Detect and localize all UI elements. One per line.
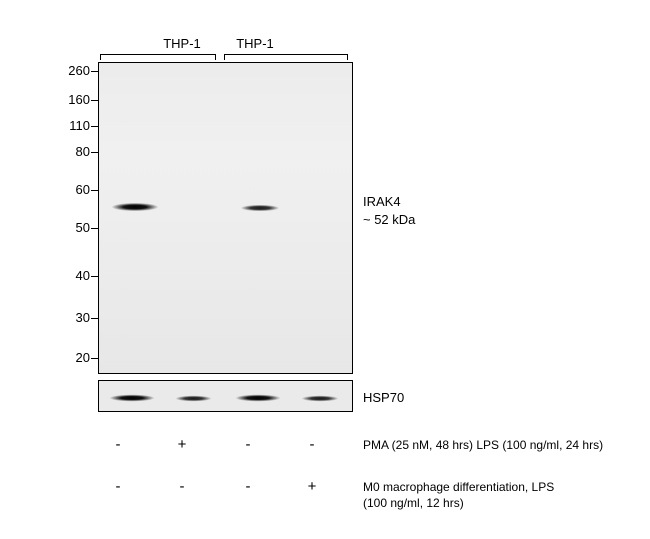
- sample-label-1: THP-1: [163, 36, 201, 51]
- mw-label-50: 50: [50, 220, 90, 235]
- main-blot-panel: [98, 62, 353, 374]
- mw-tick-260: [91, 71, 98, 72]
- loading-blot-panel: [98, 380, 353, 412]
- western-blot-figure: THP-1 THP-1 260160110806050403020 IRAK4 …: [0, 0, 650, 539]
- sample-bracket-1: [100, 54, 216, 60]
- mw-tick-60: [91, 190, 98, 191]
- sample-bracket-2: [224, 54, 348, 60]
- mw-tick-50: [91, 228, 98, 229]
- irak4-band-lane1: [109, 201, 161, 213]
- mw-label-20: 20: [50, 350, 90, 365]
- hsp70-band-lane2: [171, 394, 216, 403]
- mw-label-160: 160: [50, 92, 90, 107]
- mw-label-80: 80: [50, 144, 90, 159]
- mw-label-110: 110: [50, 118, 90, 133]
- treatment2-lane1: -: [108, 478, 128, 495]
- treatment1-lane2: +: [172, 436, 192, 453]
- treatment-label-1: PMA (25 nM, 48 hrs) LPS (100 ng/ml, 24 h…: [363, 438, 603, 452]
- mw-tick-30: [91, 318, 98, 319]
- mw-label-60: 60: [50, 182, 90, 197]
- treatment2-lane2: -: [172, 478, 192, 495]
- hsp70-band-lane4: [297, 394, 343, 403]
- hsp70-band-lane1: [107, 393, 157, 403]
- treatment2-lane4: +: [302, 478, 322, 495]
- mw-label-30: 30: [50, 310, 90, 325]
- loading-control-label: HSP70: [363, 390, 404, 405]
- mw-tick-40: [91, 276, 98, 277]
- mw-tick-110: [91, 126, 98, 127]
- treatment2-lane3: -: [238, 478, 258, 495]
- irak4-band-lane3: [236, 203, 284, 213]
- mw-tick-20: [91, 358, 98, 359]
- treatment-label-2-line1: M0 macrophage differentiation, LPS: [363, 480, 554, 494]
- sample-label-2: THP-1: [236, 36, 274, 51]
- protein-name-label: IRAK4: [363, 194, 401, 209]
- mw-tick-160: [91, 100, 98, 101]
- mw-label-260: 260: [50, 63, 90, 78]
- treatment1-lane4: -: [302, 436, 322, 453]
- treatment1-lane1: -: [108, 436, 128, 453]
- hsp70-band-lane3: [233, 393, 283, 403]
- treatment-label-2-line2: (100 ng/ml, 12 hrs): [363, 496, 464, 510]
- mw-label-40: 40: [50, 268, 90, 283]
- mw-tick-80: [91, 152, 98, 153]
- protein-size-label: ~ 52 kDa: [363, 212, 415, 227]
- treatment1-lane3: -: [238, 436, 258, 453]
